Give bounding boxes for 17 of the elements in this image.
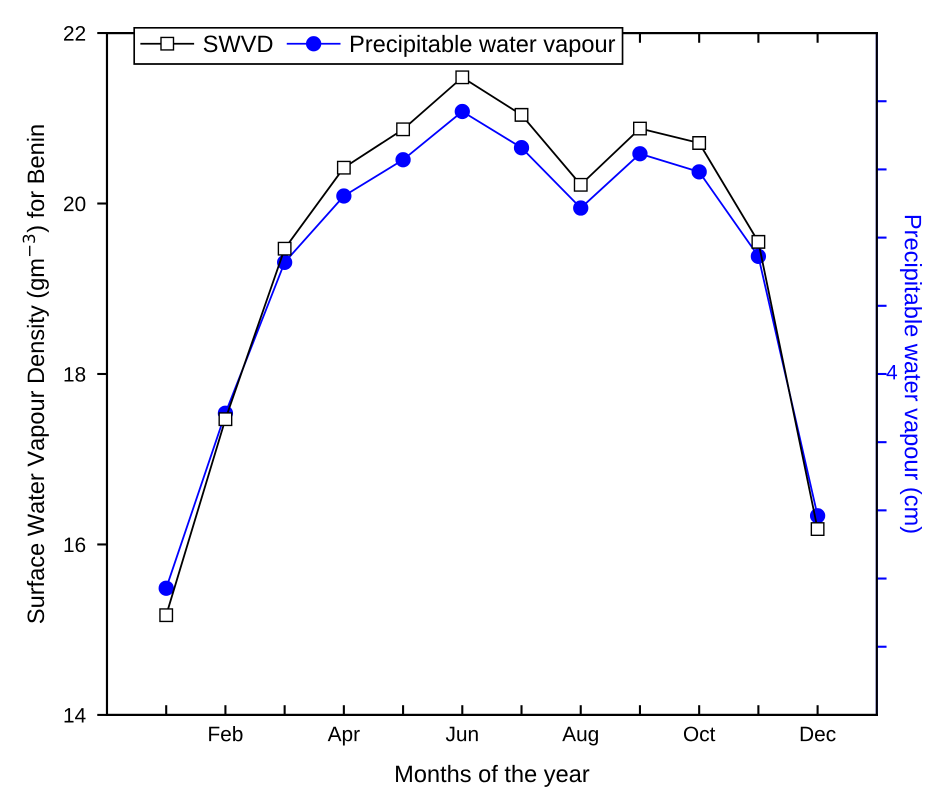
x-tick-label: Dec: [800, 726, 836, 742]
x-tick-label: Jun: [446, 726, 478, 742]
y-axis-title: Surface Water Vapour Density (gm$^{−3}$) for Benin: [22, 125, 49, 624]
legend-label: SWVD: [204, 36, 272, 52]
y-tick-label: 16: [64, 537, 86, 552]
x-tick-label: Aug: [562, 726, 598, 746]
y-tick-label: 14: [64, 708, 86, 722]
y-tick-label: 20: [64, 196, 86, 212]
y-tick-label: 18: [64, 366, 86, 382]
x-tick-label: Oct: [684, 726, 716, 742]
x-axis-title: Months of the year: [396, 764, 590, 787]
y-tick-label: 22: [64, 26, 86, 41]
legend-label: Precipitable water vapour: [350, 34, 616, 57]
y-axis-title: Precipitable water vapour (cm): [900, 216, 922, 533]
x-tick-label: Feb: [209, 726, 242, 742]
x-tick-label: Apr: [328, 726, 360, 746]
text: 4: [886, 365, 898, 380]
